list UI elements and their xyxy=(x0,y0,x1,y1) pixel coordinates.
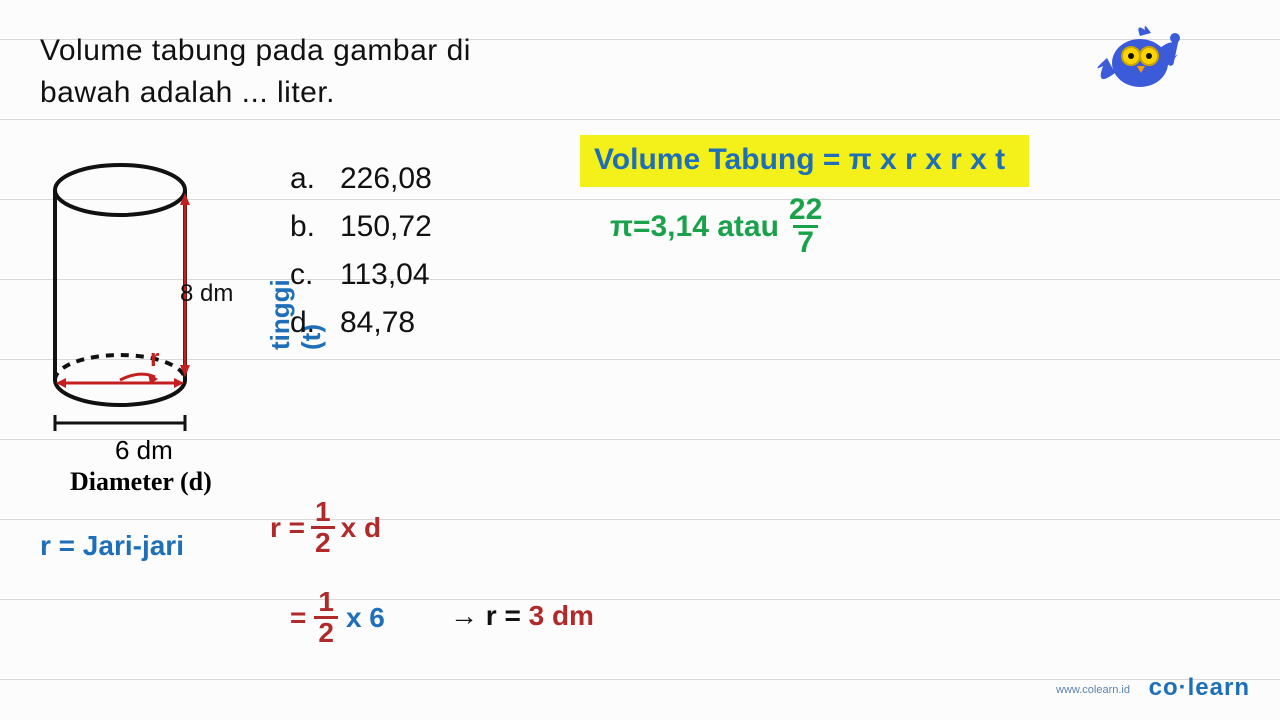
arrow-icon: → xyxy=(450,600,478,631)
fraction-den: 2 xyxy=(311,526,335,557)
fraction-num: 1 xyxy=(314,588,338,616)
times-d: x d xyxy=(341,512,381,544)
page: Volume tabung pada gambar di bawah adala… xyxy=(0,0,1280,720)
r-result-prefix: r = xyxy=(486,600,521,631)
volume-formula: Volume Tabung = π x r x r x t xyxy=(580,135,1029,187)
fraction-den: 2 xyxy=(314,616,338,647)
question-line-2: bawah adalah ... liter. xyxy=(40,76,335,109)
fraction-den: 7 xyxy=(793,225,818,258)
question-text: Volume tabung pada gambar di bawah adala… xyxy=(40,30,520,114)
option-a: a. 226,08 xyxy=(290,155,432,203)
r-result: → r = 3 dm xyxy=(450,600,594,632)
option-value: 84,78 xyxy=(340,299,415,347)
jari-jari-label: r = Jari-jari xyxy=(40,530,184,562)
diameter-value: 6 dm xyxy=(115,435,173,466)
question-line-1: Volume tabung pada gambar di xyxy=(40,34,471,67)
r-result-value: 3 dm xyxy=(529,600,594,631)
pi-note: π=3,14 atau 22 7 xyxy=(610,195,826,258)
option-value: 113,04 xyxy=(340,251,430,299)
r-equals-half-d: r = 1 2 x d xyxy=(270,498,381,557)
option-letter: a. xyxy=(290,155,340,203)
pi-prefix: π=3,14 atau xyxy=(610,210,779,244)
option-letter: d. xyxy=(290,299,340,347)
fraction-num: 1 xyxy=(311,498,335,526)
diameter-word: Diameter (d) xyxy=(70,467,212,497)
fraction-num: 22 xyxy=(785,195,826,225)
fraction-half: 1 2 xyxy=(314,588,338,647)
brand-name: co·learn xyxy=(1149,674,1250,702)
fraction-22-7: 22 7 xyxy=(785,195,826,258)
fraction-half: 1 2 xyxy=(311,498,335,557)
option-value: 226,08 xyxy=(340,155,432,203)
option-letter: c. xyxy=(290,251,340,299)
r-half-times-6: = 1 2 x 6 xyxy=(290,588,385,647)
brand-url: www.colearn.id xyxy=(1056,684,1130,696)
cylinder-figure: 8 dm tinggi (t) r 6 dm Diameter (d) xyxy=(40,155,250,495)
r-label: r = xyxy=(270,512,305,544)
equals: = xyxy=(290,602,306,634)
option-d: d. 84,78 xyxy=(290,299,432,347)
radius-letter: r xyxy=(150,345,159,373)
option-c: c. 113,04 xyxy=(290,251,432,299)
option-value: 150,72 xyxy=(340,203,432,251)
height-label: 8 dm xyxy=(180,280,233,308)
option-b: b. 150,72 xyxy=(290,203,432,251)
options-list: a. 226,08 b. 150,72 c. 113,04 d. 84,78 xyxy=(290,155,432,347)
times-6: x 6 xyxy=(346,602,385,634)
mascot-icon xyxy=(1085,18,1185,98)
option-letter: b. xyxy=(290,203,340,251)
